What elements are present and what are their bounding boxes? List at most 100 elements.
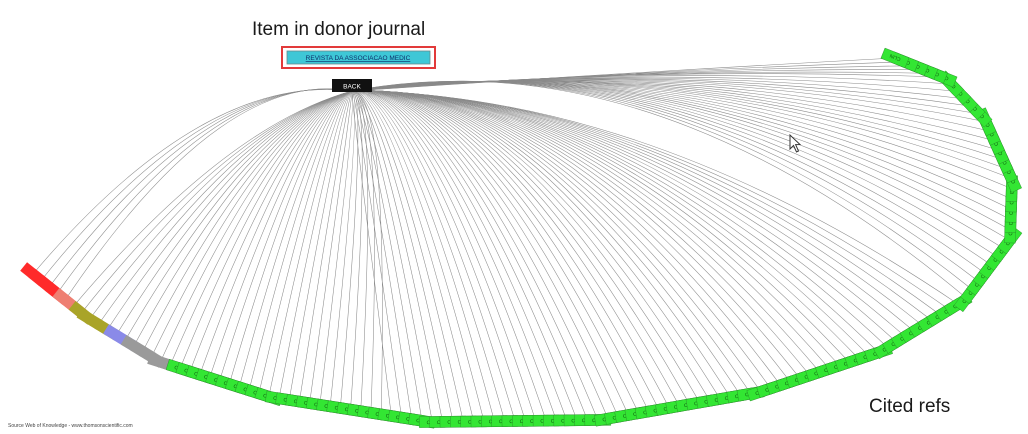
citation-edge (40, 89, 353, 281)
citation-edge (351, 90, 568, 421)
citation-edge (351, 90, 680, 407)
citation-edge (351, 90, 536, 421)
citation-edge (199, 90, 353, 375)
citation-edge (351, 90, 959, 305)
citation-edge (351, 65, 915, 92)
citation-edge (278, 90, 353, 399)
citation-edge (351, 90, 526, 421)
citation-edge (350, 90, 363, 410)
citation-edge (142, 90, 353, 352)
citation-edge (351, 90, 629, 416)
citation-edge (351, 81, 1011, 231)
citation-edge (319, 90, 354, 405)
citation-edge (351, 90, 454, 422)
citation-edge (288, 90, 353, 401)
citation-edge (351, 90, 474, 422)
citation-edge (299, 90, 353, 402)
source-footnote: Source Web of Knowledge - www.thomsonsci… (8, 423, 133, 429)
citation-edge (351, 90, 578, 421)
citation-edge (89, 90, 353, 320)
citation-edge (351, 90, 741, 396)
citation-edge (351, 90, 731, 398)
citation-edge (351, 90, 557, 421)
citation-edge (351, 80, 1012, 189)
citation-edge (351, 90, 700, 403)
citation-edge (351, 90, 375, 413)
citation-edge (351, 90, 721, 400)
citation-edge (351, 90, 639, 414)
citation-edge (340, 90, 359, 409)
citation-edge (351, 90, 392, 417)
citation-edge (351, 90, 619, 417)
cited-ref-box (880, 47, 910, 69)
citation-edge (65, 88, 353, 300)
citation-edge (151, 90, 353, 357)
cited-refs-callout: Cited refs (869, 396, 951, 417)
citation-edge (169, 90, 353, 366)
citation-edge (351, 90, 660, 410)
citation-edge (48, 88, 353, 288)
donor-item-callout: Item in donor journal (252, 19, 426, 40)
citation-edge (351, 90, 771, 389)
citation-edge (351, 90, 402, 418)
citation-edge (238, 90, 353, 388)
citation-edge (209, 90, 353, 378)
citation-edge (351, 90, 495, 422)
citation-edge (351, 90, 888, 348)
citation-edges (32, 57, 1012, 423)
citation-edge (268, 90, 353, 397)
citation-edge (351, 90, 801, 379)
citation-edge (115, 90, 353, 336)
citation-edge (351, 90, 609, 419)
citation-edge (229, 90, 353, 385)
citation-edge (351, 90, 924, 327)
citation-edge (32, 89, 353, 275)
citation-edge (351, 90, 781, 386)
citation-edge (351, 90, 850, 363)
hub-label: BACK (343, 84, 361, 91)
citation-edge (189, 90, 353, 372)
citation-edge (351, 90, 711, 401)
citation-edge (351, 90, 443, 422)
cited-ref-nodes: CLINCLINCLINCLINCLINCLINCLINCLINCLINCLIN… (20, 47, 1023, 429)
donor-item-frame (281, 46, 436, 69)
cited-ref-label: CLIN (889, 52, 902, 62)
citation-edge (351, 90, 413, 420)
citation-edge (351, 90, 383, 415)
citation-edge (351, 90, 433, 423)
citation-edge (98, 90, 353, 325)
citation-edge (351, 90, 762, 392)
mouse-pointer-icon (789, 133, 802, 153)
citation-edge (124, 90, 353, 341)
hub-node[interactable] (332, 79, 372, 92)
citation-edge (179, 90, 353, 369)
cited-ref-node[interactable]: CLIN (880, 47, 910, 69)
citation-edge (351, 90, 423, 421)
citation-edge (351, 90, 650, 412)
citation-edge (351, 90, 588, 421)
citation-edge (351, 90, 599, 421)
citation-edge (309, 90, 353, 404)
citation-edge (351, 81, 998, 258)
citation-edge (351, 90, 670, 409)
citation-edge (219, 90, 353, 381)
citation-edge (351, 90, 369, 412)
citation-edge (351, 90, 485, 422)
donor-item-node[interactable] (286, 50, 431, 65)
donor-item-title: REVISTA DA ASSOCIACAO MEDIC (306, 55, 411, 62)
citation-edge (351, 79, 995, 141)
citation-edge (133, 90, 353, 347)
citation-edge (160, 90, 353, 363)
citation-edge (351, 90, 941, 316)
citation-edge (351, 90, 464, 422)
citation-edge (258, 90, 353, 394)
citation-edge (351, 90, 690, 405)
citation-edge (56, 88, 353, 294)
citation-edge (351, 90, 547, 421)
citation-edge (351, 90, 516, 422)
citation-edge (351, 57, 896, 92)
citation-edge (351, 80, 1012, 179)
citation-edge (351, 90, 751, 394)
citation-edge (351, 90, 505, 422)
